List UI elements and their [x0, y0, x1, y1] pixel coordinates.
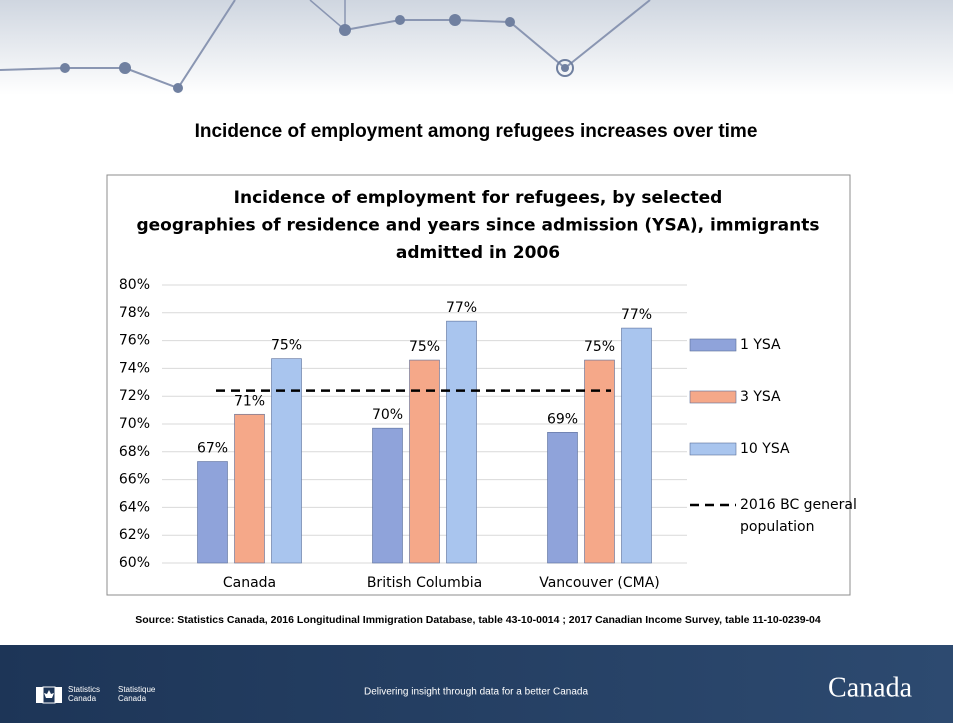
bar: [584, 359, 615, 564]
legend-label: 3 YSA: [740, 389, 781, 405]
y-tick-label: 80%: [119, 277, 150, 293]
bar: [446, 320, 477, 564]
bar: [197, 461, 228, 564]
value-label: 77%: [621, 307, 652, 323]
flag-icon: [36, 686, 62, 704]
source: Source: Statistics Canada, 2016 Longitud…: [135, 614, 821, 626]
y-tick-label: 66%: [119, 472, 150, 488]
bar: [409, 359, 440, 564]
agency-name: Statistique Canada: [118, 685, 156, 703]
x-tick-label: Canada: [223, 575, 276, 591]
legend-label: 1 YSA: [740, 337, 781, 353]
value-label: 77%: [446, 300, 477, 316]
chart-title: Incidence of employment for refugees, by…: [136, 188, 819, 263]
legend-swatch: [689, 338, 737, 352]
bar: [271, 358, 302, 564]
x-tick-label: British Columbia: [367, 575, 482, 591]
x-tick-label: Vancouver (CMA): [539, 575, 660, 591]
bar: [372, 427, 403, 564]
y-tick-label: 78%: [119, 305, 150, 321]
legend-label: 2016 BC general population: [740, 497, 857, 535]
value-label: 69%: [547, 411, 578, 427]
y-tick-label: 72%: [119, 388, 150, 404]
header-decoration: [0, 0, 953, 95]
slide-title: Incidence of employment among refugees i…: [195, 121, 758, 142]
agency: Statistics Canada Statistique Canada: [68, 685, 158, 703]
bar: [234, 413, 265, 564]
chart-frame: [106, 174, 851, 596]
y-tick-label: 64%: [119, 499, 150, 515]
footer-text: Delivering insight through data for a be…: [364, 687, 588, 698]
value-label: 75%: [584, 339, 615, 355]
y-tick-label: 74%: [119, 360, 150, 376]
y-tick-label: 68%: [119, 444, 150, 460]
y-tick-label: 62%: [119, 527, 150, 543]
y-tick-label: 76%: [119, 333, 150, 349]
agency-name: Statistics Canada: [68, 685, 101, 703]
value-label: 67%: [197, 441, 228, 457]
legend-swatch: [689, 390, 737, 404]
y-tick-label: 60%: [119, 555, 150, 571]
legend-label: 10 YSA: [740, 441, 790, 457]
value-label: 70%: [372, 407, 403, 423]
wordmark: Canada: [828, 672, 913, 703]
y-tick-label: 70%: [119, 416, 150, 432]
legend-swatch: [689, 442, 737, 456]
value-label: 75%: [409, 339, 440, 355]
footer-band: [0, 645, 953, 723]
value-label: 71%: [234, 393, 265, 409]
bar: [621, 327, 652, 564]
bar: [547, 432, 578, 564]
value-label: 75%: [271, 338, 302, 354]
